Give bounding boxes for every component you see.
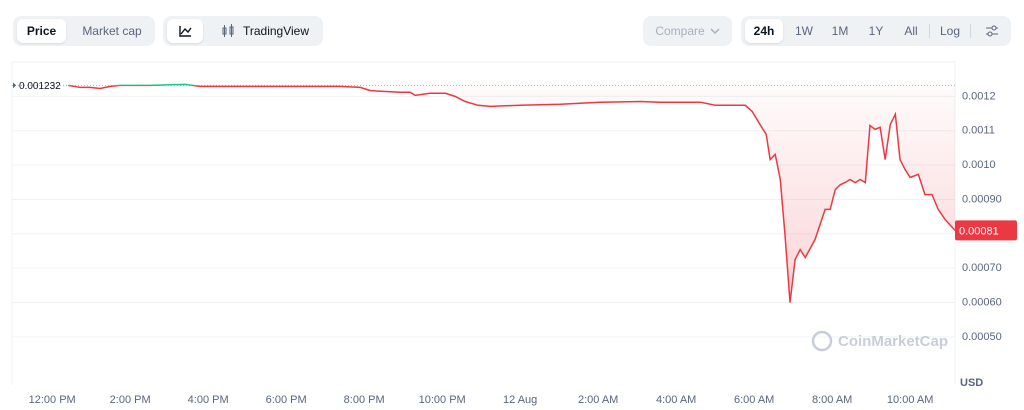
range-tab[interactable]: 1W <box>795 24 813 38</box>
x-tick-label: 6:00 PM <box>266 394 307 406</box>
x-tick-label: 12 Aug <box>503 394 537 406</box>
x-tick-label: 4:00 AM <box>656 394 696 406</box>
x-tick-label: 2:00 AM <box>578 394 618 406</box>
watermark-logo <box>811 330 833 352</box>
y-tick-label: 0.00050 <box>962 331 1002 343</box>
price-line-up <box>68 83 199 86</box>
tab-label: TradingView <box>242 24 310 38</box>
x-tick-label: 10:00 PM <box>419 394 466 406</box>
x-tick-label: 10:00 AM <box>887 394 933 406</box>
settings-icon[interactable] <box>985 25 999 37</box>
current-price-badge <box>955 220 1017 241</box>
line-icon <box>179 26 192 37</box>
candle-icon <box>222 24 234 37</box>
view-tabs: Price Market cap <box>13 16 155 46</box>
compare-label: Compare <box>655 24 705 38</box>
y-tick-label: 0.0010 <box>962 159 996 171</box>
x-tick-label: 2:00 PM <box>110 394 151 406</box>
separator <box>970 24 971 38</box>
price-line-down <box>68 85 955 303</box>
range-tab[interactable]: 24h <box>745 19 783 43</box>
separator <box>929 24 930 38</box>
tab-line[interactable] <box>167 19 203 43</box>
range-tab[interactable]: All <box>904 24 918 38</box>
x-tick-label: 8:00 PM <box>344 394 385 406</box>
tab-tradingview[interactable]: TradingView <box>213 19 315 43</box>
compare[interactable]: Compare <box>643 16 732 46</box>
x-tick-label: 4:00 PM <box>188 394 229 406</box>
y-tick-label: 0.00080 <box>962 228 1002 240</box>
y-tick-label: 0.0011 <box>962 125 995 137</box>
range-tab[interactable]: 1Y <box>868 24 884 38</box>
area-fill <box>68 85 955 303</box>
y-tick-label: 0.00090 <box>962 193 1002 205</box>
chevron <box>710 28 720 35</box>
tab-price[interactable]: Price <box>17 19 66 43</box>
y-tick-label: 0.00070 <box>962 262 1002 274</box>
x-tick-label: 12:00 PM <box>29 394 76 406</box>
chart-tabs: TradingView <box>163 16 323 46</box>
currency-label: USD <box>960 377 983 389</box>
x-tick-label: 8:00 AM <box>812 394 852 406</box>
open-price-arrow <box>13 82 16 89</box>
log-toggle[interactable]: Log <box>939 24 961 38</box>
x-tick-label: 6:00 AM <box>734 394 774 406</box>
range-tabs: 24h 1W 1M 1Y All Log <box>741 16 1011 46</box>
open-price-label: 0.001232 <box>19 81 61 92</box>
tab-market-cap[interactable]: Market cap <box>82 24 142 38</box>
watermark: CoinMarketCap <box>838 333 948 350</box>
current-price-label: 0.00081 <box>959 225 999 237</box>
y-tick-label: 0.00060 <box>962 296 1002 308</box>
y-tick-label: 0.0012 <box>962 90 996 102</box>
range-tab[interactable]: 1M <box>831 24 849 38</box>
